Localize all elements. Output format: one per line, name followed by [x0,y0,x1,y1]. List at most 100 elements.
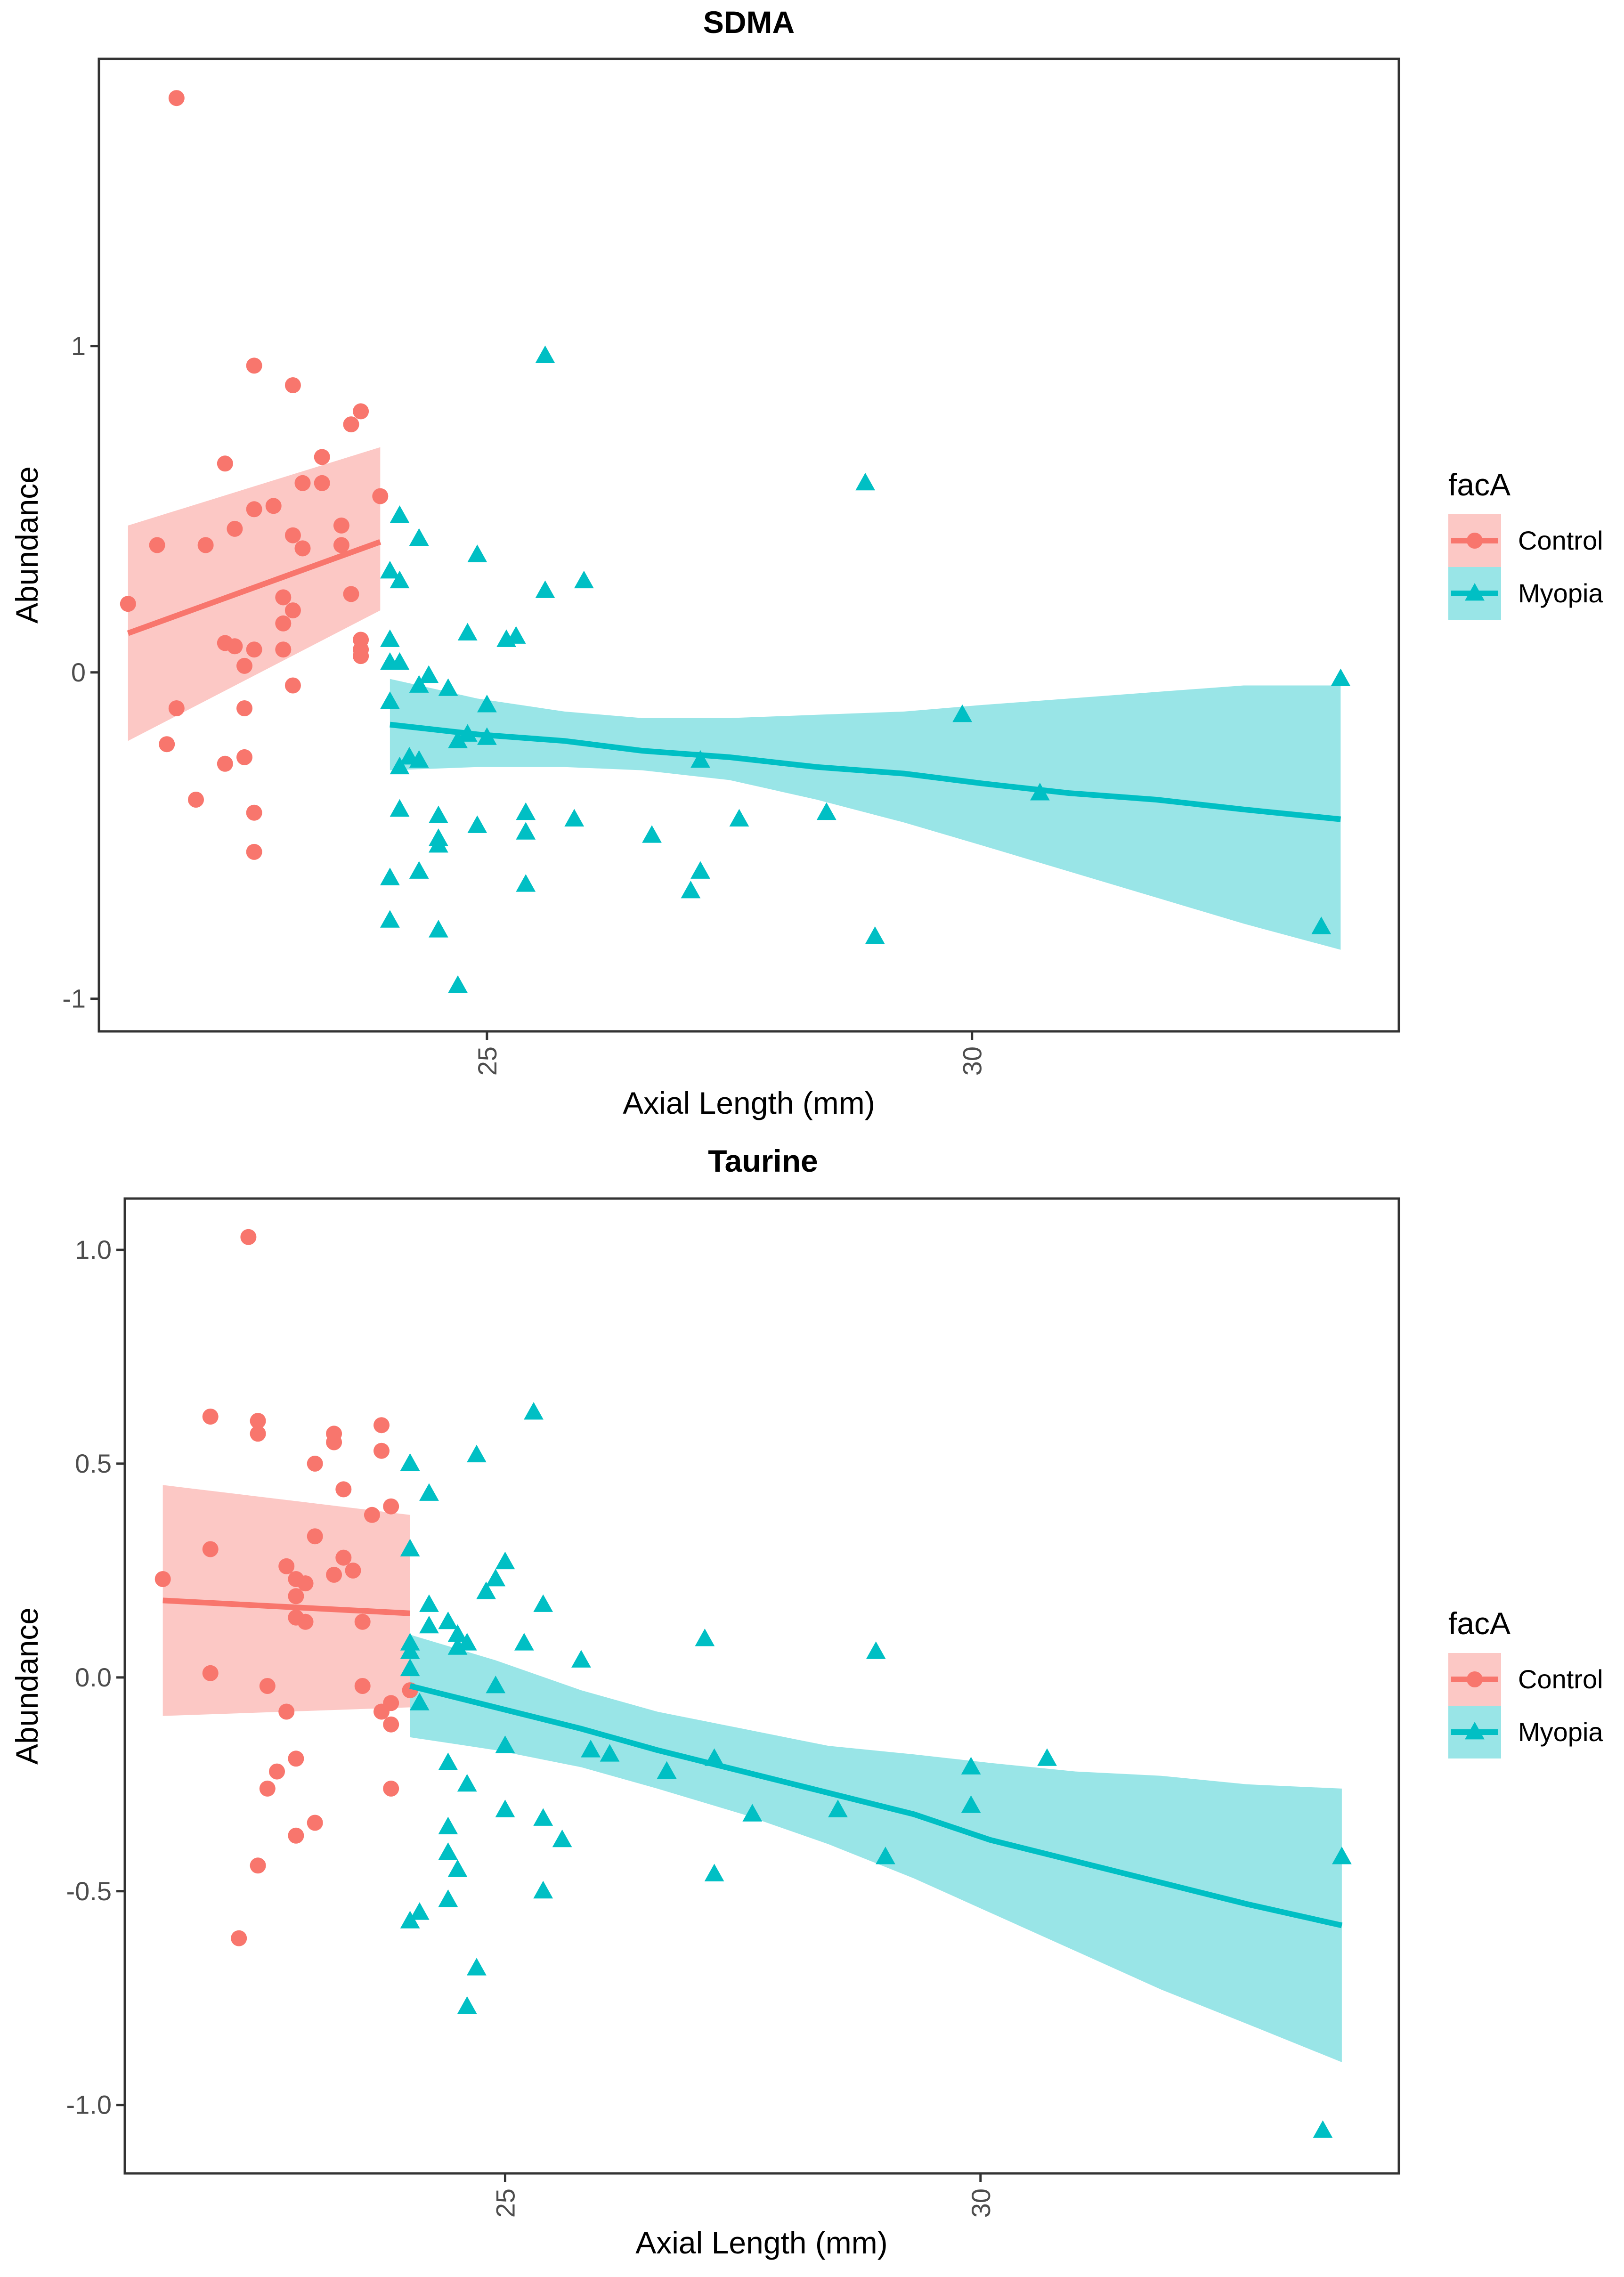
y-tick-label: 1 [71,331,86,361]
data-point-myopia [865,926,885,944]
data-point-control [335,1481,352,1498]
legend: facA Control Myopia [1448,467,1603,620]
data-point-control [294,475,311,491]
y-tick-label: -0.5 [66,1876,112,1906]
data-point-myopia [467,544,487,562]
data-point-control [284,602,301,619]
chart-title: SDMA [703,5,795,40]
confidence-ribbon-control [162,1485,410,1716]
data-point-control [294,540,311,557]
data-point-myopia [380,691,400,709]
data-point-myopia [681,881,701,899]
data-point-control [383,1498,399,1515]
data-point-myopia [457,1774,477,1792]
legend-title: facA [1448,1606,1510,1641]
data-point-control [120,596,136,612]
data-point-myopia [409,1902,430,1920]
data-point-control [297,1575,314,1592]
y-tick-label: -1 [62,984,86,1013]
data-point-myopia [704,1864,724,1881]
data-point-myopia [390,570,410,589]
data-point-myopia [516,822,536,840]
data-point-myopia [533,1594,553,1612]
data-point-control [227,638,243,655]
x-axis-label: Axial Length (mm) [635,2225,888,2260]
legend-label-myopia: Myopia [1518,578,1603,608]
data-point-control [284,377,301,393]
data-point-control [168,700,185,716]
data-point-myopia [1037,1748,1057,1766]
data-point-myopia [816,802,836,820]
data-point-control [288,1750,304,1767]
data-point-myopia [400,1658,420,1677]
data-point-control [202,1409,219,1425]
x-tick-label: 30 [958,1046,987,1076]
legend-label-control: Control [1518,1664,1603,1694]
data-point-control [314,449,330,465]
data-point-myopia [390,505,410,523]
data-point-myopia [380,629,400,647]
data-point-myopia [486,1569,506,1587]
plot-area [120,90,1351,993]
data-point-control [250,1857,266,1874]
data-point-myopia [400,1911,420,1929]
data-point-control [383,1780,399,1797]
legend-key-marker [1467,1671,1483,1687]
data-point-control [246,641,262,658]
data-point-myopia [571,1650,591,1668]
data-point-myopia [690,861,710,879]
legend-key-marker [1467,533,1483,549]
data-point-control [278,1558,295,1574]
data-point-myopia [390,756,410,775]
data-point-control [278,1703,295,1720]
data-point-myopia [496,629,516,647]
data-point-myopia [495,1735,515,1753]
data-point-myopia [690,750,710,768]
data-point-control [250,1426,266,1442]
data-point-control [343,416,359,433]
confidence-ribbon-myopia [390,679,1341,950]
data-point-myopia [419,1594,439,1612]
legend-label-control: Control [1518,526,1603,555]
axes: -1 0 1 25 30 [62,331,987,1076]
data-point-myopia [961,1795,981,1813]
chart-title: Taurine [708,1143,818,1178]
data-point-control [236,700,252,716]
data-point-control [231,1930,247,1946]
data-point-control [275,641,292,658]
data-point-control [314,475,330,491]
data-point-myopia [961,1757,981,1775]
data-point-myopia [438,1611,458,1629]
fit-line-myopia [390,721,1341,822]
data-point-myopia [428,805,448,824]
data-point-control [217,755,233,772]
data-point-myopia [742,1804,763,1822]
data-point-myopia [486,1676,506,1694]
data-point-myopia [409,675,429,693]
data-point-myopia [533,1880,553,1899]
data-point-myopia [380,910,400,928]
data-point-myopia [380,560,400,579]
data-point-myopia [419,1483,439,1501]
data-point-myopia [467,1958,487,1976]
data-point-control [227,520,243,537]
legend-key-marker [1465,583,1485,601]
data-point-control [353,403,369,420]
data-point-control [246,357,262,374]
data-point-myopia [535,345,555,363]
data-point-control [372,488,389,504]
data-point-myopia [467,1444,487,1463]
data-point-myopia [390,799,410,817]
panel-border [123,1197,1400,2175]
data-point-myopia [866,1641,886,1659]
data-point-control [333,517,349,534]
y-axis-label: Abundance [9,1607,44,1765]
fit-line-control [162,1597,410,1616]
data-point-myopia [855,472,876,491]
data-point-control [168,90,185,106]
data-point-myopia [409,1693,430,1710]
data-point-myopia [409,861,429,879]
data-point-control [353,648,369,664]
data-point-control [259,1678,276,1694]
